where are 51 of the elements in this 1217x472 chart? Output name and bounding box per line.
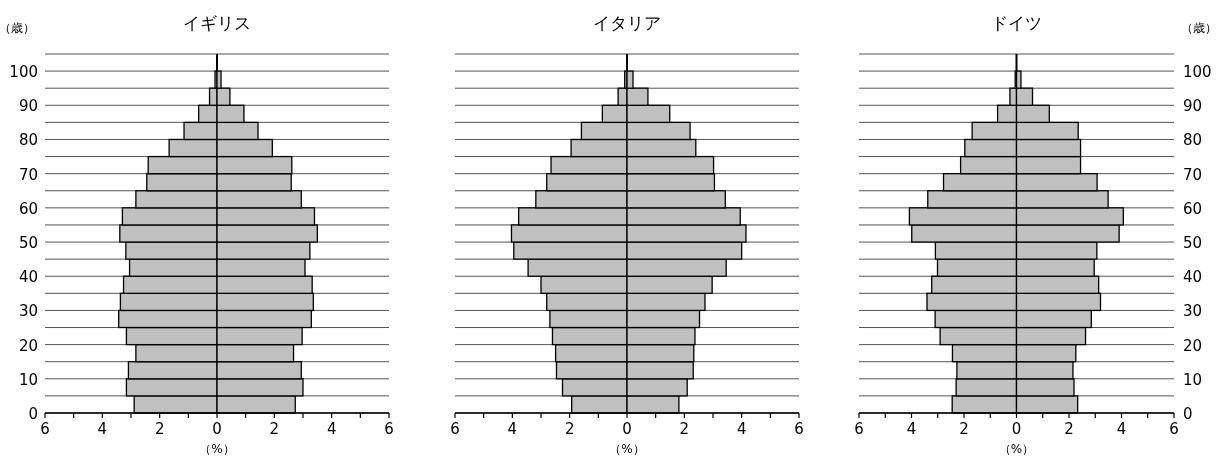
x-tick-label: 2 — [679, 420, 690, 438]
y-tick-label: 30 — [1183, 302, 1203, 321]
x-tick-label: 4 — [906, 420, 917, 438]
y-tick-label: 20 — [18, 336, 38, 355]
x-tick-label: 2 — [564, 420, 575, 438]
chart-title: ドイツ — [991, 13, 1042, 33]
y-tick-label: 40 — [18, 268, 38, 287]
x-tick-label: 0 — [622, 420, 632, 438]
y-tick-label: 100 — [1183, 63, 1212, 82]
x-axis-title: （%） — [199, 442, 235, 456]
x-tick-label: 2 — [269, 420, 280, 438]
x-tick-label: 6 — [794, 420, 804, 438]
y-axis-title: （歳） — [0, 21, 35, 35]
y-tick-label: 100 — [9, 63, 38, 82]
y-tick-label: 80 — [1183, 131, 1203, 150]
y-tick-label: 90 — [18, 97, 38, 116]
chart-title: イタリア — [593, 13, 661, 33]
y-tick-label: 40 — [1183, 268, 1203, 287]
y-axis-title: （歳） — [1181, 21, 1217, 35]
x-tick-label: 2 — [1064, 420, 1074, 438]
x-tick-label: 4 — [736, 420, 747, 438]
y-tick-label: 10 — [18, 370, 38, 389]
y-tick-label: 50 — [1183, 234, 1203, 253]
x-tick-label: 2 — [959, 420, 969, 438]
y-tick-label: 70 — [1183, 165, 1203, 184]
x-tick-label: 6 — [450, 420, 460, 438]
y-tick-label: 80 — [18, 131, 38, 150]
y-tick-label: 60 — [18, 199, 38, 218]
y-tick-label: 90 — [1183, 97, 1203, 116]
y-tick-label: 50 — [18, 234, 38, 253]
y-tick-label: 60 — [1183, 199, 1203, 218]
x-axis-title: （%） — [998, 442, 1035, 456]
y-tick-label: 30 — [18, 302, 38, 321]
y-tick-label: 0 — [1183, 405, 1193, 423]
x-tick-label: 6 — [1169, 420, 1179, 438]
x-tick-label: 0 — [1011, 420, 1022, 438]
y-tick-label: 70 — [18, 165, 38, 184]
x-tick-label: 4 — [326, 420, 337, 438]
x-tick-label: 6 — [40, 420, 50, 438]
y-tick-label: 10 — [1183, 370, 1203, 389]
x-tick-label: 4 — [97, 420, 108, 438]
x-tick-label: 2 — [154, 420, 165, 438]
x-axis-title: （%） — [609, 442, 645, 456]
chart-title: イギリス — [183, 13, 251, 33]
y-tick-label: 20 — [1183, 336, 1203, 355]
y-tick-label: 0 — [28, 405, 38, 423]
x-tick-label: 4 — [507, 420, 518, 438]
x-tick-label: 0 — [212, 420, 222, 438]
x-tick-label: 6 — [384, 420, 394, 438]
x-tick-label: 6 — [854, 420, 864, 438]
x-tick-label: 4 — [1116, 420, 1127, 438]
